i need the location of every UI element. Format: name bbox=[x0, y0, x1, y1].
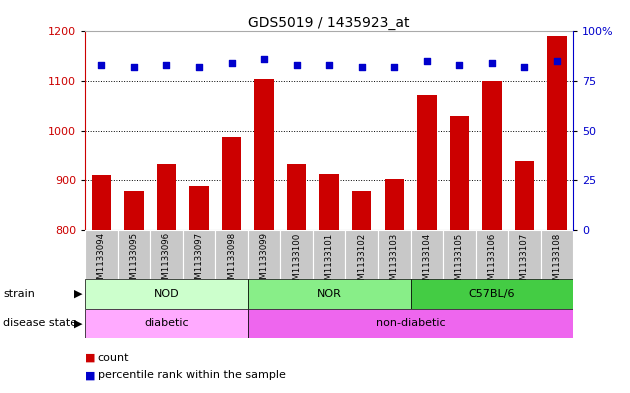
Bar bbox=[248, 309, 573, 338]
Bar bbox=[508, 230, 541, 279]
Bar bbox=[411, 230, 443, 279]
Text: GSM1133103: GSM1133103 bbox=[390, 232, 399, 290]
Point bbox=[487, 60, 497, 66]
Point bbox=[227, 60, 237, 66]
Bar bbox=[417, 95, 437, 230]
Bar bbox=[411, 279, 573, 309]
Bar bbox=[255, 79, 274, 230]
Bar bbox=[189, 186, 209, 230]
Bar bbox=[319, 174, 339, 230]
Point bbox=[552, 58, 562, 64]
Point bbox=[129, 64, 139, 70]
Bar bbox=[85, 230, 118, 279]
Text: percentile rank within the sample: percentile rank within the sample bbox=[98, 370, 285, 380]
Point bbox=[422, 58, 432, 64]
Point bbox=[324, 62, 335, 68]
Bar bbox=[85, 279, 248, 309]
Bar bbox=[124, 191, 144, 230]
Text: ▶: ▶ bbox=[74, 289, 83, 299]
Title: GDS5019 / 1435923_at: GDS5019 / 1435923_at bbox=[248, 17, 410, 30]
Point bbox=[292, 62, 302, 68]
Bar bbox=[287, 164, 306, 230]
Bar bbox=[515, 162, 534, 230]
Point bbox=[519, 64, 529, 70]
Text: GSM1133100: GSM1133100 bbox=[292, 232, 301, 290]
Bar bbox=[248, 279, 411, 309]
Bar bbox=[85, 309, 248, 338]
Text: GSM1133098: GSM1133098 bbox=[227, 232, 236, 290]
Bar bbox=[248, 230, 280, 279]
Bar bbox=[384, 179, 404, 230]
Text: GSM1133095: GSM1133095 bbox=[129, 232, 139, 290]
Text: count: count bbox=[98, 353, 129, 363]
Text: ■: ■ bbox=[85, 353, 96, 363]
Point bbox=[161, 62, 171, 68]
Text: GSM1133105: GSM1133105 bbox=[455, 232, 464, 290]
Bar bbox=[157, 164, 176, 230]
Bar bbox=[313, 230, 345, 279]
Bar bbox=[345, 230, 378, 279]
Text: GSM1133094: GSM1133094 bbox=[97, 232, 106, 290]
Bar bbox=[443, 230, 476, 279]
Point bbox=[454, 62, 464, 68]
Point bbox=[194, 64, 204, 70]
Bar bbox=[222, 137, 241, 230]
Text: GSM1133108: GSM1133108 bbox=[553, 232, 561, 290]
Bar bbox=[482, 81, 501, 230]
Bar bbox=[215, 230, 248, 279]
Text: GSM1133096: GSM1133096 bbox=[162, 232, 171, 290]
Text: diabetic: diabetic bbox=[144, 318, 189, 328]
Text: C57BL/6: C57BL/6 bbox=[469, 289, 515, 299]
Bar bbox=[91, 175, 111, 230]
Point bbox=[389, 64, 399, 70]
Text: GSM1133099: GSM1133099 bbox=[260, 232, 268, 290]
Text: ▶: ▶ bbox=[74, 318, 83, 328]
Text: NOR: NOR bbox=[317, 289, 341, 299]
Bar bbox=[476, 230, 508, 279]
Text: GSM1133106: GSM1133106 bbox=[488, 232, 496, 290]
Bar bbox=[183, 230, 215, 279]
Bar bbox=[352, 191, 372, 230]
Text: GSM1133102: GSM1133102 bbox=[357, 232, 366, 290]
Bar bbox=[547, 37, 567, 230]
Bar bbox=[541, 230, 573, 279]
Text: ■: ■ bbox=[85, 370, 96, 380]
Point bbox=[357, 64, 367, 70]
Text: strain: strain bbox=[3, 289, 35, 299]
Bar bbox=[150, 230, 183, 279]
Text: GSM1133101: GSM1133101 bbox=[324, 232, 334, 290]
Point bbox=[96, 62, 106, 68]
Bar bbox=[450, 116, 469, 230]
Text: GSM1133104: GSM1133104 bbox=[422, 232, 432, 290]
Text: non-diabetic: non-diabetic bbox=[375, 318, 445, 328]
Bar bbox=[280, 230, 313, 279]
Point bbox=[259, 56, 269, 62]
Bar bbox=[378, 230, 411, 279]
Bar bbox=[118, 230, 150, 279]
Text: NOD: NOD bbox=[154, 289, 180, 299]
Text: GSM1133097: GSM1133097 bbox=[195, 232, 203, 290]
Text: disease state: disease state bbox=[3, 318, 77, 328]
Text: GSM1133107: GSM1133107 bbox=[520, 232, 529, 290]
